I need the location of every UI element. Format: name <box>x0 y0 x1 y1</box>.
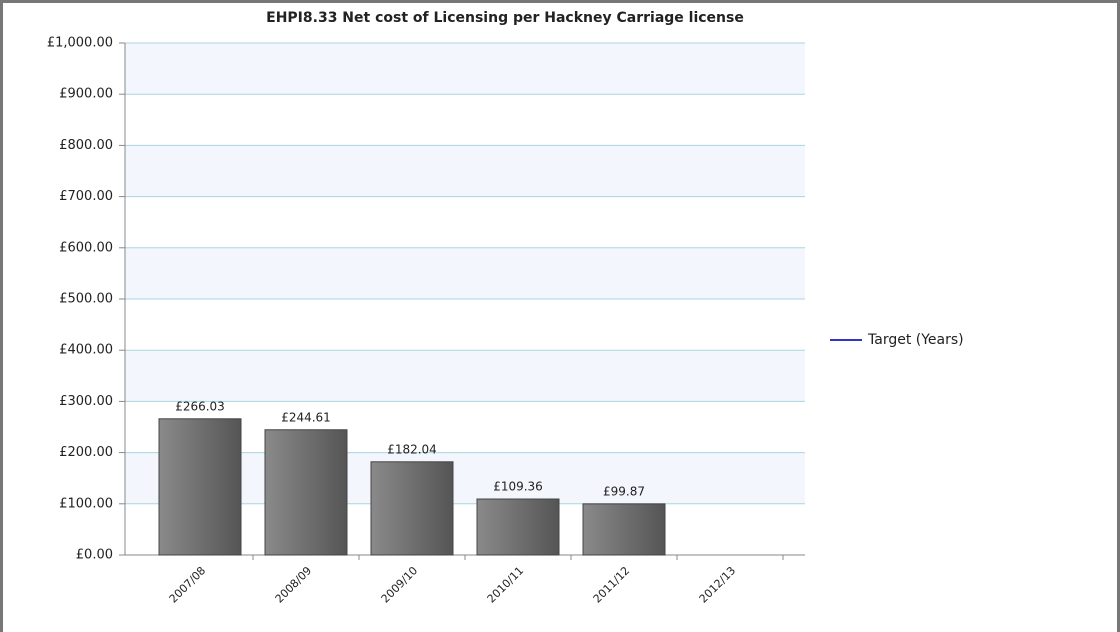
y-tick-label: £500.00 <box>59 292 113 307</box>
x-tick-label: 2011/12 <box>591 564 633 606</box>
x-tick-label: 2009/10 <box>379 564 421 606</box>
bar <box>476 498 560 556</box>
y-tick-label: £400.00 <box>59 343 113 358</box>
data-label: £244.61 <box>281 410 331 424</box>
data-label: £266.03 <box>175 399 225 413</box>
data-label: £99.87 <box>603 484 645 498</box>
y-tick-label: £200.00 <box>59 445 113 460</box>
data-label: £182.04 <box>387 442 437 456</box>
plot-band <box>125 43 805 95</box>
plot-band <box>125 247 805 299</box>
x-tick-label: 2012/13 <box>697 564 739 606</box>
x-tick-label: 2008/09 <box>273 564 315 606</box>
bar <box>264 429 348 556</box>
y-tick-label: £0.00 <box>76 548 113 563</box>
data-label: £109.36 <box>493 480 543 494</box>
bar <box>158 418 242 556</box>
y-tick-label: £600.00 <box>59 240 113 255</box>
y-tick-label: £1,000.00 <box>47 36 113 51</box>
bar <box>370 461 454 556</box>
y-tick-label: £900.00 <box>59 87 113 102</box>
bar <box>582 503 666 556</box>
plot-band <box>125 145 805 197</box>
legend-label: Target (Years) <box>867 332 964 348</box>
plot-band <box>125 350 805 402</box>
y-tick-label: £100.00 <box>59 496 113 511</box>
chart-title: EHPI8.33 Net cost of Licensing per Hackn… <box>266 10 744 26</box>
x-tick-label: 2007/08 <box>167 564 209 606</box>
y-tick-label: £800.00 <box>59 138 113 153</box>
x-tick-label: 2010/11 <box>485 564 527 606</box>
y-tick-label: £700.00 <box>59 189 113 204</box>
y-tick-label: £300.00 <box>59 394 113 409</box>
